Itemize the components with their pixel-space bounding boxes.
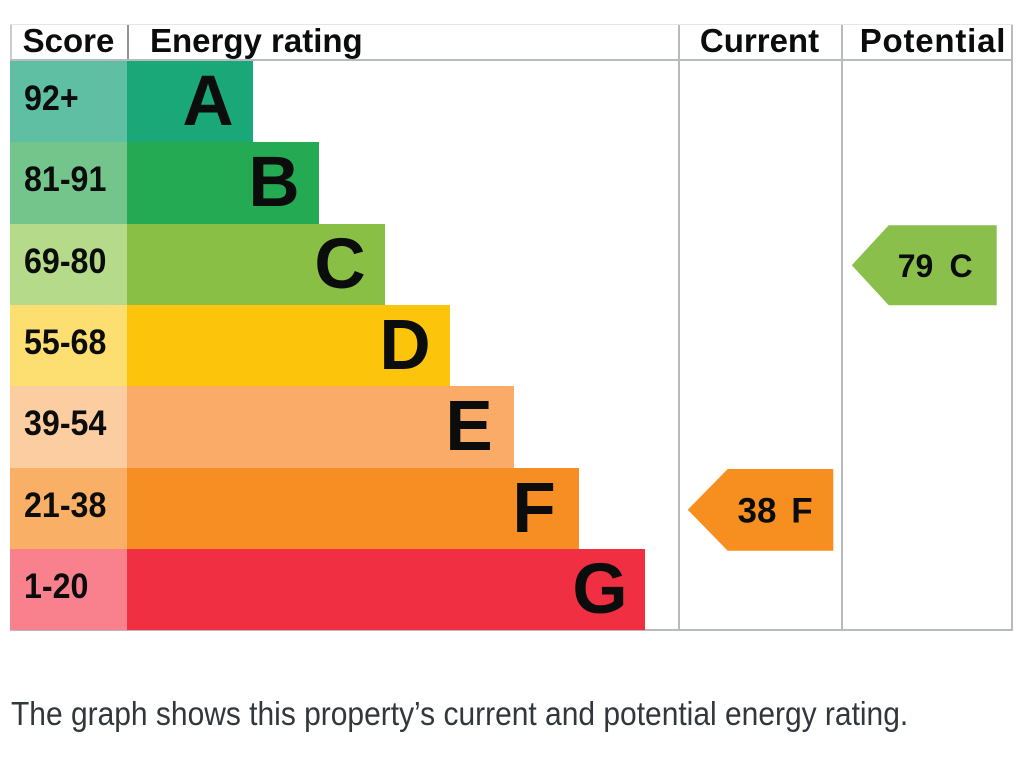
svg-text:F: F — [791, 491, 812, 530]
svg-text:38: 38 — [738, 491, 777, 530]
svg-text:79: 79 — [898, 248, 934, 284]
svg-text:C: C — [949, 248, 972, 284]
